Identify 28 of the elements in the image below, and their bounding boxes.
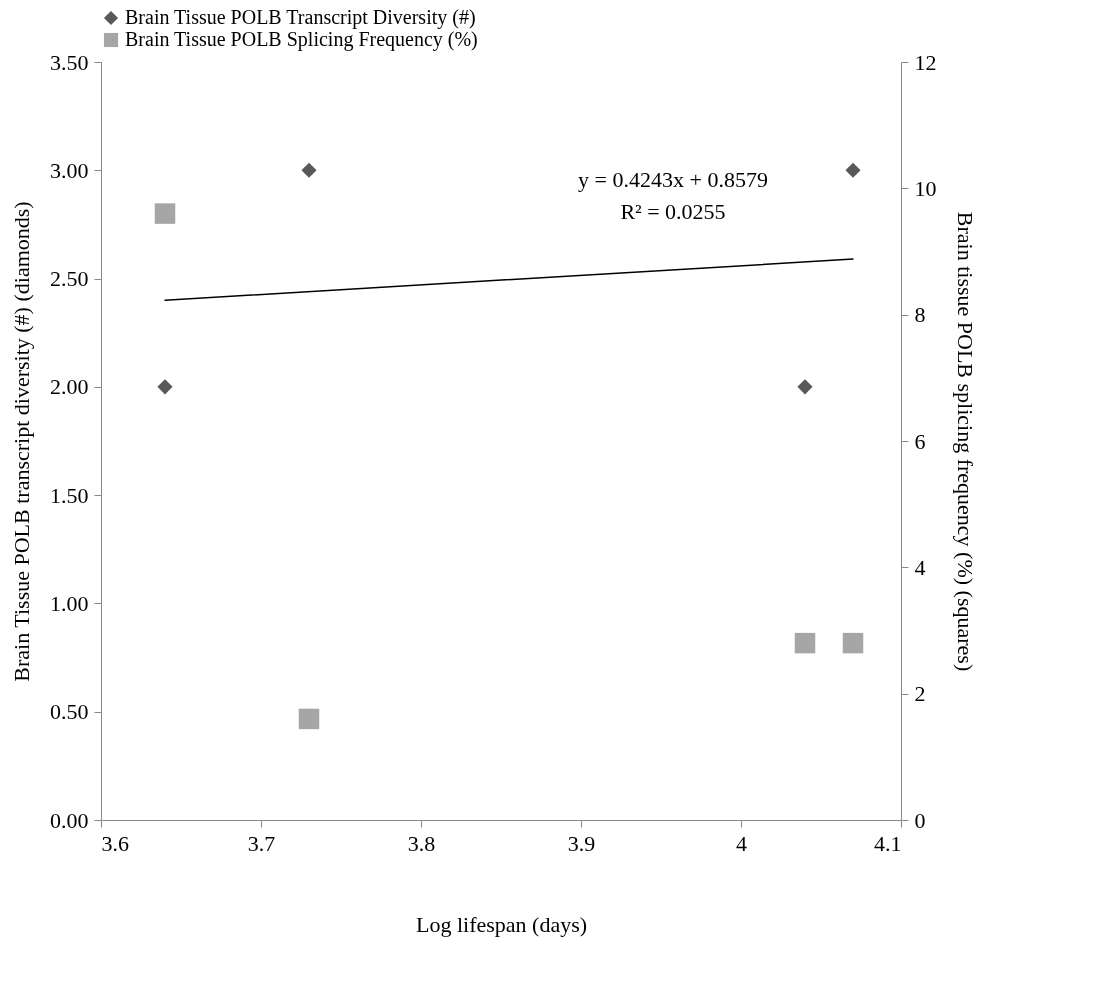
legend-label: Brain Tissue POLB Splicing Frequency (%) — [125, 28, 478, 51]
y2-tick-label: 12 — [914, 49, 937, 75]
x-tick-label: 4 — [736, 830, 747, 856]
y2-axis-title: Brain tissue POLB splicing frequency (%) (squares) — [952, 211, 978, 672]
y-tick-label: 2.00 — [50, 374, 89, 400]
y-tick-label: 0.50 — [50, 699, 89, 725]
y2-tick-label: 10 — [914, 175, 937, 201]
y-tick-label: 1.50 — [50, 482, 89, 508]
x-axis-title: Log lifespan (days) — [415, 911, 588, 937]
legend-label: Brain Tissue POLB Transcript Diversity (#) — [125, 6, 476, 29]
y-tick-label: 0.00 — [50, 807, 89, 833]
y-tick-label: 3.50 — [50, 49, 89, 75]
y-tick-label: 2.50 — [50, 266, 89, 292]
y-tick-label: 3.00 — [50, 157, 89, 183]
y2-tick-label: 2 — [914, 681, 926, 707]
annotation: y = 0.4243x + 0.8579 — [578, 167, 768, 192]
y-tick-label: 1.00 — [50, 590, 89, 616]
x-tick-label: 3.7 — [247, 830, 276, 856]
annotation: R² = 0.0255 — [620, 199, 726, 224]
x-tick-label: 3.6 — [101, 830, 129, 856]
x-tick-label: 3.9 — [567, 830, 596, 856]
y2-tick-label: 0 — [914, 807, 926, 833]
y2-tick-label: 8 — [914, 302, 926, 328]
x-tick-label: 4.1 — [874, 830, 902, 856]
x-tick-label: 3.8 — [407, 830, 436, 856]
y2-tick-label: 6 — [914, 428, 926, 454]
y-axis-title: Brain Tissue POLB transcript diversity (#) (diamonds) — [9, 201, 34, 682]
y2-tick-label: 4 — [914, 554, 926, 580]
